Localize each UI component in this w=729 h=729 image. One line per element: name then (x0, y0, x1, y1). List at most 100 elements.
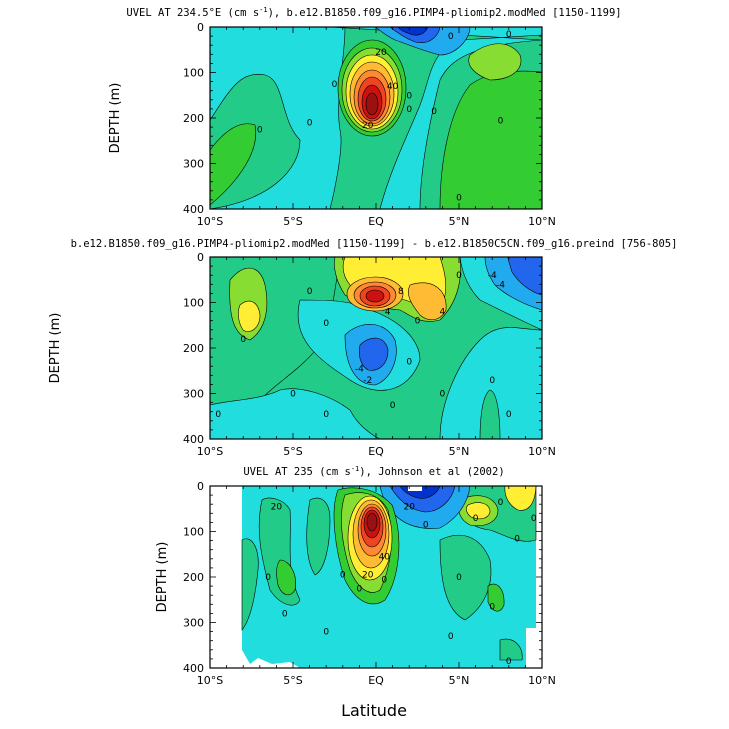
contour-label: 0 (448, 32, 454, 42)
contour-label: 0 (240, 335, 246, 345)
panel-1-contour-labels: 20 40 20 0 0 0 0 0 0 0 0 0 0 (257, 30, 512, 204)
panel-1-field (210, 27, 542, 209)
x-tick-label: EQ (368, 674, 384, 687)
contour-label: 20 (362, 121, 374, 131)
contour-label: 20 (271, 502, 283, 512)
contour-label: 20 (375, 48, 387, 58)
y-tick-label: 200 (183, 112, 204, 125)
contour-label: -4 (488, 271, 497, 281)
x-tick-label: 5°S (283, 445, 302, 458)
contour-label: -2 (363, 376, 372, 386)
contour-label: 0 (406, 91, 412, 101)
contour-label: 0 (498, 116, 504, 126)
contour-label: 0 (489, 376, 495, 386)
y-tick-label: 400 (183, 203, 204, 216)
y-tick-label: 300 (183, 158, 204, 171)
contour-label: 0 (357, 584, 363, 594)
y-tick-label: 200 (183, 342, 204, 355)
contour-label: -4 (355, 364, 364, 374)
contour-label: 0 (506, 657, 512, 667)
y-tick-label: 300 (183, 617, 204, 630)
contour-label: 0 (506, 30, 512, 40)
contour-label: 0 (498, 498, 504, 508)
contour-label: 0 (340, 571, 346, 581)
contour-label: 4 (385, 308, 391, 318)
contour-label: 0 (257, 125, 263, 135)
contour-label: 0 (406, 358, 412, 368)
panel-2-ylabel: DEPTH (m) (48, 313, 63, 384)
contour-label: 0 (448, 632, 454, 642)
contour-label: 4 (440, 308, 446, 318)
x-tick-label: 5°N (449, 445, 470, 458)
x-tick-label: 5°S (283, 674, 302, 687)
contour-label: 0 (406, 105, 412, 115)
panel-3-title: UVEL AT 235 (cm s-1), Johnson et al (200… (243, 465, 504, 478)
contour-label: 20 (362, 571, 374, 581)
x-tick-label: 5°N (449, 674, 470, 687)
panel-3-contour-labels: 20 40 20 20 0 0 0 0 0 0 0 0 0 0 0 0 0 0 0 (265, 498, 537, 667)
contour-label: 0 (381, 575, 387, 585)
y-tick-label: 100 (183, 297, 204, 310)
contour-label: 0 (265, 573, 271, 583)
y-tick-label: 300 (183, 388, 204, 401)
contour-label: 0 (423, 521, 429, 531)
panel-2-title: b.e12.B1850.f09_g16.PIMP4-pliomip2.modMe… (71, 238, 678, 250)
contour-label: 0 (456, 573, 462, 583)
x-tick-label: 10°S (197, 674, 223, 687)
panel-3-jet (333, 487, 400, 605)
contour-label: 0 (531, 514, 537, 524)
contour-label: -4 (496, 280, 505, 290)
y-tick-label: 400 (183, 433, 204, 446)
x-axis-label: Latitude (341, 701, 407, 720)
contour-label: 0 (307, 119, 313, 129)
x-tick-label: 10°S (197, 215, 223, 228)
y-tick-label: 400 (183, 662, 204, 675)
x-tick-label: EQ (368, 215, 384, 228)
contour-label: 0 (440, 390, 446, 400)
y-tick-label: 200 (183, 571, 204, 584)
y-tick-label: 0 (197, 21, 204, 34)
panel-3-field (210, 486, 542, 668)
x-tick-label: 10°N (528, 215, 556, 228)
contour-label: 40 (387, 82, 399, 92)
contour-label: 0 (390, 401, 396, 411)
contour-label: 0 (431, 107, 437, 117)
contour-label: 0 (514, 534, 520, 544)
contour-label: 0 (456, 271, 462, 281)
contour-label: 0 (506, 410, 512, 420)
contour-label: 8 (398, 287, 404, 297)
panel-1-title: UVEL AT 234.5°E (cm s-1), b.e12.B1850.f0… (126, 6, 621, 19)
contour-label: 40 (379, 553, 391, 563)
contour-label: 20 (403, 502, 415, 512)
contour-label: 0 (415, 317, 421, 327)
y-tick-label: 0 (197, 480, 204, 493)
y-tick-label: 100 (183, 67, 204, 80)
panel-3-ylabel: DEPTH (m) (155, 542, 170, 613)
y-tick-label: 100 (183, 526, 204, 539)
panel-2: b.e12.B1850.f09_g16.PIMP4-pliomip2.modMe… (48, 238, 677, 458)
contour-label: 0 (489, 603, 495, 613)
y-tick-label: 0 (197, 251, 204, 264)
panel-1: UVEL AT 234.5°E (cm s-1), b.e12.B1850.f0… (108, 6, 622, 228)
contour-label: 0 (323, 628, 329, 638)
x-tick-label: 10°S (197, 445, 223, 458)
contour-label: 0 (473, 514, 479, 524)
panel-2-field (210, 257, 542, 439)
panel-3: UVEL AT 235 (cm s-1), Johnson et al (200… (155, 465, 556, 687)
panel-1-ylabel: DEPTH (m) (108, 83, 123, 154)
x-tick-label: 5°N (449, 215, 470, 228)
x-tick-label: 5°S (283, 215, 302, 228)
contour-label: 0 (290, 390, 296, 400)
contour-label: 0 (215, 410, 221, 420)
panel-1-jet (337, 39, 407, 137)
contour-label: 0 (323, 319, 329, 329)
contour-label: 0 (332, 80, 338, 90)
x-tick-label: EQ (368, 445, 384, 458)
x-tick-label: 10°N (528, 674, 556, 687)
x-tick-label: 10°N (528, 445, 556, 458)
